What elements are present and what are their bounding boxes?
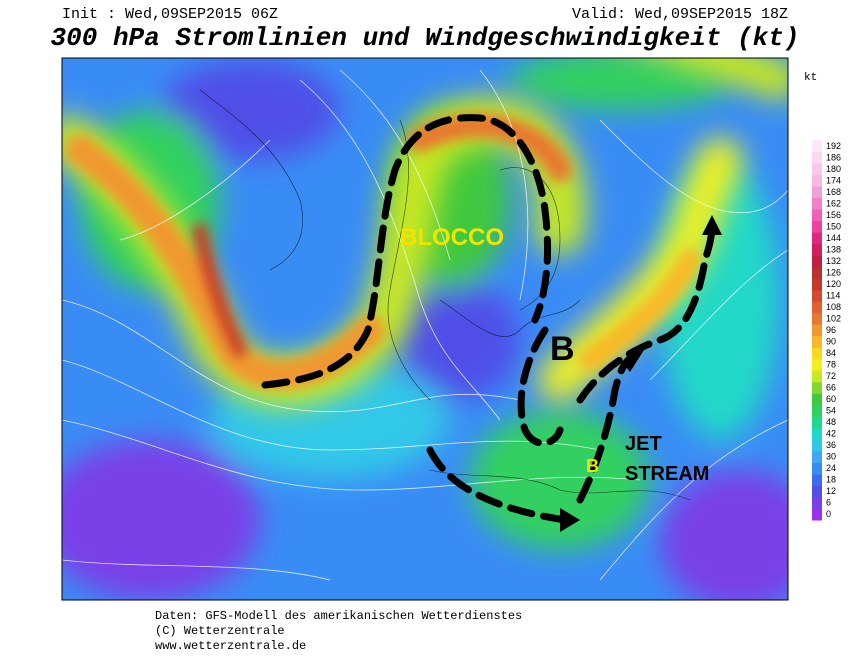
annotation-low-small: B [586,456,599,476]
colorbar-swatch [812,243,822,256]
colorbar-swatch [812,186,822,199]
colorbar-swatch [812,301,822,314]
colorbar-label: 18 [826,475,836,485]
colorbar-swatch [812,163,822,176]
colorbar-unit: kt [804,72,817,84]
colorbar-swatch [812,278,822,291]
colorbar-swatch [812,255,822,268]
colorbar-label: 120 [826,279,841,289]
colorbar-label: 138 [826,244,841,254]
colorbar-swatch [812,232,822,245]
arrow-heads [560,215,722,532]
drawn-arrows [261,114,716,524]
colorbar-label: 174 [826,175,841,185]
colorbar-swatch [812,335,822,348]
colorbar-swatch [812,151,822,164]
colorbar-label: 156 [826,210,841,220]
colorbar-label: 144 [826,233,841,243]
colorbar-label: 66 [826,383,836,393]
colorbar-swatch [812,462,822,475]
colorbar-label: 42 [826,429,836,439]
map-title: 300 hPa Stromlinien und Windgeschwindigk… [51,23,800,53]
colorbar-label: 150 [826,221,841,231]
colorbar-swatch [812,197,822,210]
streamlines [62,69,788,581]
colorbar-swatch [812,358,822,371]
colorbar-label: 90 [826,337,836,347]
colorbar-swatch [812,370,822,383]
colorbar-label: 108 [826,302,841,312]
init-time: Init : Wed,09SEP2015 06Z [62,6,278,23]
colorbar-swatch [812,220,822,233]
colorbar-label: 54 [826,406,836,416]
colorbar-swatch [812,266,822,279]
colorbar-label: 78 [826,360,836,370]
colorbar-label: 36 [826,440,836,450]
colorbar-label: 12 [826,486,836,496]
colorbar-label: 24 [826,463,836,473]
map: BLOCCO B JET STREAM B [62,58,788,600]
colorbar-swatch [812,381,822,394]
colorbar-swatch [812,439,822,452]
colorbar-label: 132 [826,256,841,266]
colorbar-swatch [812,416,822,429]
colorbar-swatch [812,209,822,222]
map-frame [61,57,789,601]
colorbar-label: 72 [826,371,836,381]
colorbar-swatch [812,174,822,187]
colorbar-swatch [812,473,822,486]
colorbar-label: 162 [826,198,841,208]
colorbar-swatch [812,485,822,498]
colorbar-label: 168 [826,187,841,197]
annotation-blocco: BLOCCO [400,224,504,251]
colorbar-swatch [812,450,822,463]
colorbar-swatch [812,404,822,417]
colorbar-label: 180 [826,164,841,174]
colorbar-label: 0 [826,509,831,519]
colorbar-swatch [812,508,822,521]
colorbar-swatch [812,496,822,509]
colorbar-swatch [812,312,822,325]
colorbar-label: 102 [826,313,841,323]
colorbar-label: 84 [826,348,836,358]
valid-time: Valid: Wed,09SEP2015 18Z [572,6,788,23]
colorbar-label: 48 [826,417,836,427]
colorbar-label: 186 [826,152,841,162]
footer-url: www.wetterzentrale.de [155,639,306,653]
colorbar-swatch [812,427,822,440]
colorbar-swatch [812,347,822,360]
annotation-jet: JET [625,433,662,455]
colorbar-label: 192 [826,141,841,151]
colorbar-label: 60 [826,394,836,404]
colorbar-swatch [812,393,822,406]
colorbar-label: 6 [826,498,831,508]
footer-copyright: (C) Wetterzentrale [155,624,285,638]
colorbar-label: 96 [826,325,836,335]
footer-source: Daten: GFS-Modell des amerikanischen Wet… [155,609,522,623]
colorbar-swatch [812,324,822,337]
annotation-stream: STREAM [625,463,709,485]
colorbar-swatch [812,289,822,302]
colorbar-label: 30 [826,452,836,462]
colorbar-swatch [812,140,822,153]
annotation-low: B [550,330,575,368]
colorbar-label: 114 [826,290,840,300]
colorbar-label: 126 [826,267,841,277]
